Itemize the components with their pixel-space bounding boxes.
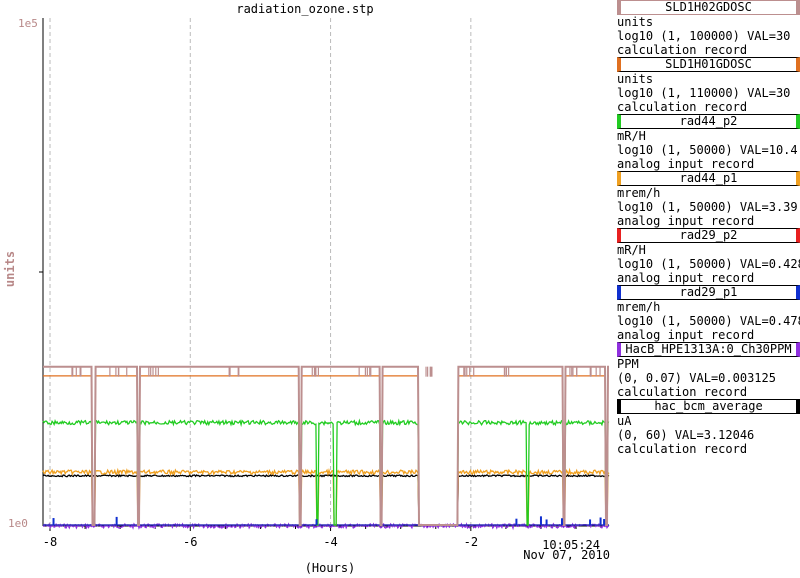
legend-record-type: analog input record xyxy=(617,157,755,171)
y-tick-label-top: 1e5 xyxy=(18,17,38,30)
legend-item[interactable]: rad29_p1 mrem/h log10 (1, 50000) VAL=0.478… xyxy=(617,285,800,342)
legend-value: VAL=3.12046 xyxy=(674,428,755,442)
legend-item[interactable]: SLD1H02GDOSC units log10 (1, 100000) VAL=3… xyxy=(617,0,800,57)
legend-range-value: log10 (1, 50000) VAL=0.428 xyxy=(617,257,800,271)
legend-series-name[interactable]: SLD1H02GDOSC xyxy=(617,0,800,15)
current-date-label: Nov 07, 2010 xyxy=(523,548,610,562)
legend-record-type: analog input record xyxy=(617,271,755,285)
legend-range: log10 (1, 50000) xyxy=(617,314,733,328)
legend-value: VAL=0.003125 xyxy=(689,371,776,385)
legend-range: (0, 60) xyxy=(617,428,668,442)
chart-title: radiation_ozone.stp xyxy=(236,2,374,16)
legend-value: VAL=10.4 xyxy=(739,143,798,157)
legend-range-value: (0, 0.07) VAL=0.003125 xyxy=(617,371,800,385)
legend-value: VAL=0.478 xyxy=(739,314,800,328)
legend-series-name[interactable]: rad29_p2 xyxy=(617,228,800,243)
legend-units: mrem/h xyxy=(617,186,661,200)
legend-units: units xyxy=(617,15,654,29)
legend-value: VAL=30 xyxy=(747,86,791,100)
legend-units: PPM xyxy=(617,357,639,371)
legend-series-name[interactable]: rad44_p1 xyxy=(617,171,800,186)
x-tick-label: -8 xyxy=(43,535,57,549)
legend-units: mR/H xyxy=(617,129,646,143)
legend-range: log10 (1, 50000) xyxy=(617,257,733,271)
legend-range-value: log10 (1, 50000) VAL=0.478 xyxy=(617,314,800,328)
x-tick-label: -6 xyxy=(183,535,197,549)
series-line-rad44-p1 xyxy=(42,467,610,526)
legend-units: mR/H xyxy=(617,243,646,257)
x-tick-label: -2 xyxy=(464,535,478,549)
legend-range: log10 (1, 110000) xyxy=(617,86,740,100)
legend-range: log10 (1, 50000) xyxy=(617,200,733,214)
y-tick-label-bottom: 1e0 xyxy=(8,517,28,530)
series-line-sld1h02gdosc xyxy=(43,365,609,526)
legend-item[interactable]: rad44_p1 mrem/h log10 (1, 50000) VAL=3.39 a… xyxy=(617,171,800,228)
legend-record-type: calculation record xyxy=(617,43,748,57)
x-tick-label: -4 xyxy=(323,535,337,549)
legend-range-value: log10 (1, 50000) VAL=3.39 xyxy=(617,200,800,214)
current-time-label: 10:05:24 xyxy=(542,538,600,552)
series-line-hac-bcm-average xyxy=(42,473,610,526)
legend-item[interactable]: hac_bcm_average uA (0, 60) VAL=3.12046 calc… xyxy=(617,399,800,456)
legend-record-type: calculation record xyxy=(617,100,748,114)
legend-units: units xyxy=(617,72,654,86)
legend-range-value: log10 (1, 110000) VAL=30 xyxy=(617,86,800,100)
legend-range: log10 (1, 100000) xyxy=(617,29,740,43)
legend-series-name[interactable]: rad44_p2 xyxy=(617,114,800,129)
legend-record-type: analog input record xyxy=(617,328,755,342)
legend-series-name[interactable]: rad29_p1 xyxy=(617,285,800,300)
legend-range: log10 (1, 50000) xyxy=(617,143,733,157)
legend-series-name[interactable]: hac_bcm_average xyxy=(617,399,800,414)
legend-item[interactable]: rad44_p2 mR/H log10 (1, 50000) VAL=10.4 ana… xyxy=(617,114,800,171)
legend-units: uA xyxy=(617,414,632,428)
legend-record-type: calculation record xyxy=(617,442,748,456)
plot-area[interactable]: -8 -6 -4 -2 xyxy=(0,0,615,578)
series-line-sld1h01gdosc xyxy=(43,375,609,526)
legend-units: mrem/h xyxy=(617,300,661,314)
legend-record-type: calculation record xyxy=(617,385,748,399)
legend-item[interactable]: SLD1H01GDOSC units log10 (1, 110000) VAL=3… xyxy=(617,57,800,114)
legend-record-type: analog input record xyxy=(617,214,755,228)
legend-item[interactable]: rad29_p2 mR/H log10 (1, 50000) VAL=0.428 an… xyxy=(617,228,800,285)
legend-value: VAL=3.39 xyxy=(739,200,798,214)
legend: SLD1H02GDOSC units log10 (1, 100000) VAL=3… xyxy=(617,0,800,456)
legend-range-value: log10 (1, 100000) VAL=30 xyxy=(617,29,800,43)
x-axis-label: (Hours) xyxy=(304,561,356,575)
legend-series-name[interactable]: HacB_HPE1313A:0_Ch30PPM xyxy=(617,342,800,357)
legend-range-value: log10 (1, 50000) VAL=10.4 xyxy=(617,143,800,157)
legend-value: VAL=0.428 xyxy=(739,257,800,271)
legend-item[interactable]: HacB_HPE1313A:0_Ch30PPM PPM (0, 0.07) VAL=… xyxy=(617,342,800,399)
legend-value: VAL=30 xyxy=(747,29,791,43)
legend-series-name[interactable]: SLD1H01GDOSC xyxy=(617,57,800,72)
legend-range-value: (0, 60) VAL=3.12046 xyxy=(617,428,800,442)
legend-range: (0, 0.07) xyxy=(617,371,683,385)
